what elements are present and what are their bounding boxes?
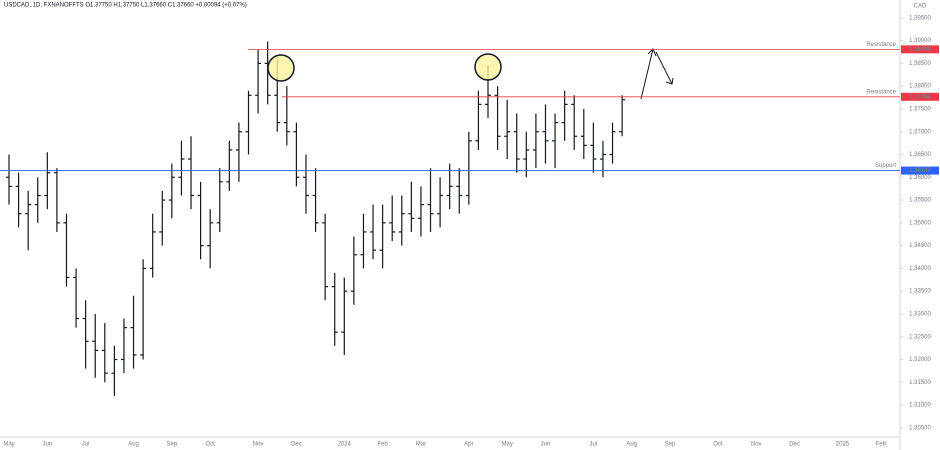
x-tick-label: Aug bbox=[128, 442, 139, 448]
x-tick-label: Mar bbox=[416, 442, 426, 448]
arrow-up bbox=[640, 48, 654, 100]
price-tag bbox=[901, 166, 939, 175]
y-tick-label: 1.39000 bbox=[909, 38, 931, 44]
y-tick-label: 1.33000 bbox=[909, 312, 931, 318]
y-tick-label: 1.33500 bbox=[909, 289, 931, 295]
y-tick-label: 1.38000 bbox=[909, 84, 931, 90]
level-label: Support bbox=[875, 163, 896, 169]
y-tick-label: 1.31500 bbox=[909, 380, 931, 386]
x-tick-label: Dec bbox=[291, 442, 302, 448]
annotations bbox=[267, 48, 674, 100]
x-tick-label: 2024 bbox=[338, 442, 352, 448]
x-tick-label: Sep bbox=[665, 442, 676, 448]
y-tick-label: 1.30500 bbox=[909, 425, 931, 431]
x-tick-label: May bbox=[501, 442, 512, 448]
x-tick-label: Feb bbox=[876, 442, 887, 448]
arrow-head bbox=[665, 77, 674, 85]
price-tag-label: 1.38808 bbox=[909, 47, 931, 53]
level-label: Resistance bbox=[866, 89, 896, 95]
x-tick-label: Nov bbox=[751, 442, 762, 448]
arrow-down bbox=[655, 51, 673, 85]
x-tick-label: Nov bbox=[253, 442, 264, 448]
price-tag bbox=[901, 45, 939, 54]
price-tag-label: 1.37766 bbox=[909, 94, 931, 100]
x-tick-label: Apr bbox=[464, 442, 473, 448]
highlight-circle bbox=[474, 53, 502, 81]
x-tick-label: Jul bbox=[590, 442, 598, 448]
y-tick-label: 1.36000 bbox=[909, 175, 931, 181]
x-tick-label: Jul bbox=[82, 442, 90, 448]
y-tick-label: 1.36500 bbox=[909, 152, 931, 158]
x-tick-label: Oct bbox=[206, 442, 216, 448]
x-tick-label: Sep bbox=[167, 442, 178, 448]
y-tick-label: 1.35000 bbox=[909, 220, 931, 226]
y-tick-label: 1.37500 bbox=[909, 107, 931, 113]
chart-title: USDCAD, 1D, FXNANOFFTS O1.37750 H1.37750… bbox=[4, 3, 247, 9]
plot bbox=[6, 41, 626, 396]
y-tick-label: 1.35500 bbox=[909, 198, 931, 204]
y-tick-label: 1.34000 bbox=[909, 266, 931, 272]
x-tick-label: Oct bbox=[713, 442, 723, 448]
price-tag-label: 1.36147 bbox=[909, 168, 931, 174]
x-tick-label: 2025 bbox=[836, 442, 850, 448]
x-tick-label: Jun bbox=[42, 442, 52, 448]
x-tick-label: Aug bbox=[626, 442, 637, 448]
price-tag bbox=[901, 92, 939, 101]
y-tick-label: 1.38500 bbox=[909, 61, 931, 67]
y-tick-label: 1.32500 bbox=[909, 334, 931, 340]
y-tick-label: 1.37000 bbox=[909, 129, 931, 135]
y-tick-label: 1.39500 bbox=[909, 15, 931, 21]
x-tick-label: Feb bbox=[377, 442, 388, 448]
x-tick-label: Dec bbox=[789, 442, 800, 448]
currency-label: CAD bbox=[914, 4, 927, 10]
x-tick-label: Jun bbox=[541, 442, 551, 448]
x-tick-label: May bbox=[3, 442, 14, 448]
highlight-circle bbox=[267, 54, 295, 82]
y-tick-label: 1.31000 bbox=[909, 403, 931, 409]
level-label: Resistance bbox=[866, 42, 896, 48]
y-tick-label: 1.34500 bbox=[909, 243, 931, 249]
y-tick-label: 1.32000 bbox=[909, 357, 931, 363]
